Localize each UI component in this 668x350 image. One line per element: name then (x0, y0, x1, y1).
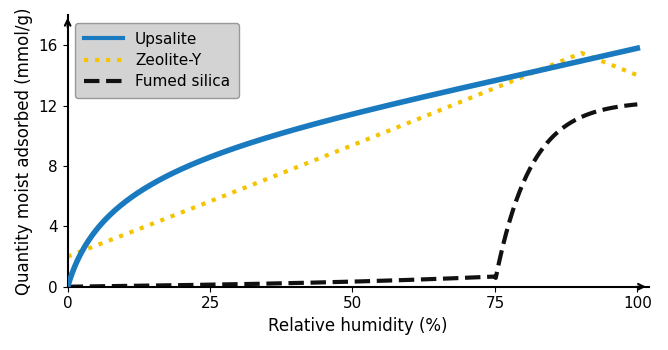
Legend: Upsalite, Zeolite-Y, Fumed silica: Upsalite, Zeolite-Y, Fumed silica (75, 23, 239, 98)
Y-axis label: Quantity moist adsorbed (mmol/g): Quantity moist adsorbed (mmol/g) (15, 7, 33, 295)
X-axis label: Relative humidity (%): Relative humidity (%) (269, 317, 448, 335)
